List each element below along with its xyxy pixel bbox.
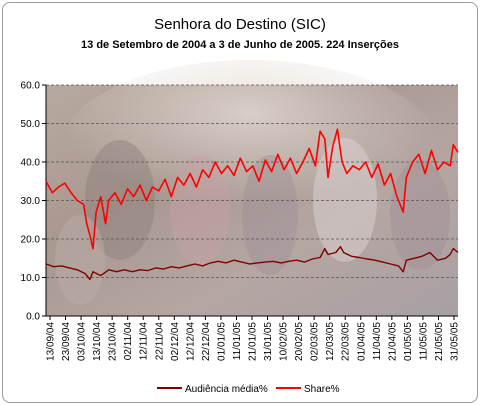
x-tick-label-11: 01/01/05 <box>216 322 227 361</box>
y-tick-label-0: 0.0 <box>26 312 40 323</box>
y-tick-label-6: 60.0 <box>21 81 41 92</box>
legend: Audiência média% Share% <box>157 384 340 395</box>
series-line-audiencia <box>45 245 459 281</box>
x-tick-label-15: 10/02/05 <box>279 322 290 361</box>
y-tick-label-2: 20.0 <box>21 235 41 246</box>
x-tick-label-6: 12/11/04 <box>139 322 150 361</box>
x-axis-ticks: 13/09/04 23/09/04 03/10/04 13/10/04 23/10/04… <box>46 316 461 361</box>
y-axis-ticks: 0.0 10.0 20.0 30.0 40.0 50.0 60.0 <box>21 81 46 323</box>
x-tick-label-2: 03/10/04 <box>77 322 88 361</box>
x-tick-label-25: 21/05/05 <box>434 322 445 361</box>
x-tick-label-18: 12/03/05 <box>325 322 336 361</box>
legend-label-audiencia: Audiência média% <box>185 384 268 395</box>
y-tick-label-1: 10.0 <box>21 273 41 284</box>
x-tick-label-14: 31/01/05 <box>263 322 274 361</box>
chart-title: Senhora do Destino (SIC) <box>154 16 326 33</box>
x-tick-label-24: 11/05/05 <box>418 322 429 361</box>
x-tick-label-0: 13/09/04 <box>46 322 57 361</box>
gridlines <box>46 84 458 278</box>
y-tick-label-5: 50.0 <box>21 119 41 130</box>
x-tick-label-19: 22/03/05 <box>341 322 352 361</box>
series-line-share <box>45 128 459 250</box>
chart-subtitle: 13 de Setembro de 2004 a 3 de Junho de 2… <box>81 39 399 51</box>
x-tick-label-23: 01/05/05 <box>403 322 414 361</box>
x-tick-label-1: 23/09/04 <box>61 322 72 361</box>
x-tick-label-8: 02/12/04 <box>170 322 181 361</box>
y-tick-label-3: 30.0 <box>21 196 41 207</box>
x-tick-label-17: 02/03/05 <box>310 322 321 361</box>
x-tick-label-7: 22/11/04 <box>154 322 165 361</box>
x-tick-label-4: 23/10/04 <box>108 322 119 361</box>
x-tick-label-20: 01/04/05 <box>356 322 367 361</box>
x-tick-label-3: 13/10/04 <box>92 322 103 361</box>
x-tick-label-26: 31/05/05 <box>450 322 461 361</box>
series-lines <box>45 128 459 281</box>
x-tick-label-16: 20/02/05 <box>294 322 305 361</box>
x-tick-label-10: 22/12/04 <box>201 322 212 361</box>
x-tick-label-13: 21/01/05 <box>248 322 259 361</box>
y-tick-label-4: 40.0 <box>21 158 41 169</box>
x-tick-label-22: 21/04/05 <box>387 322 398 361</box>
legend-label-share: Share% <box>304 384 340 395</box>
x-tick-label-9: 12/12/04 <box>185 322 196 361</box>
x-tick-label-21: 11/04/05 <box>372 322 383 361</box>
x-tick-label-12: 11/01/05 <box>232 322 243 361</box>
x-tick-label-5: 02/11/04 <box>123 322 134 361</box>
